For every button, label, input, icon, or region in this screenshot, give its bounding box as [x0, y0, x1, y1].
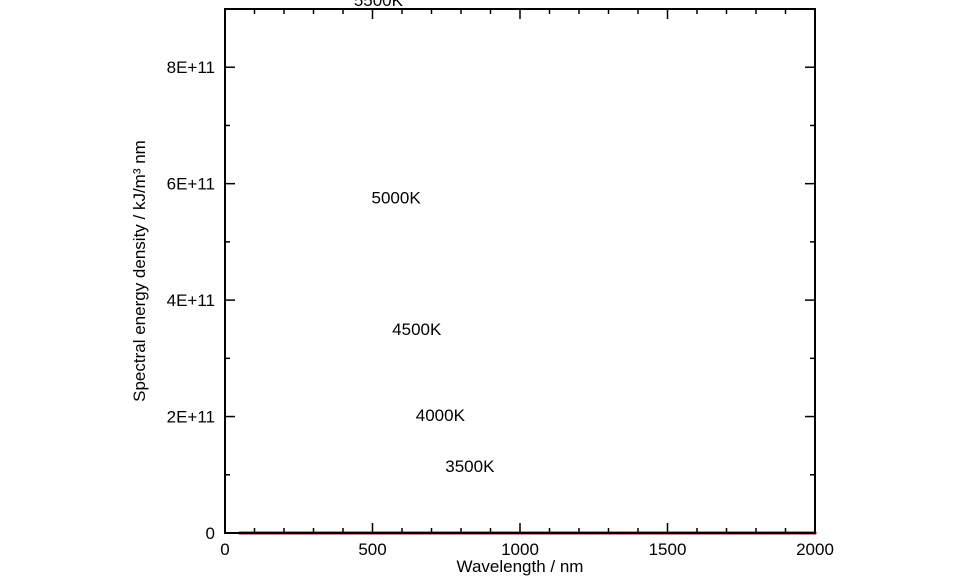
label-5000K: 5000K — [372, 188, 422, 207]
y-tick-label: 4E+11 — [167, 291, 215, 310]
y-tick-label: 6E+11 — [167, 175, 215, 194]
y-tick-label: 8E+11 — [167, 58, 215, 77]
x-tick-label: 1500 — [649, 540, 687, 559]
x-tick-label: 0 — [220, 540, 229, 559]
y-axis-label: Spectral energy density / kJ/m³ nm — [130, 140, 149, 402]
label-4500K: 4500K — [392, 320, 442, 339]
plot-border — [225, 9, 815, 533]
x-tick-label: 2000 — [796, 540, 834, 559]
axes: 050010001500200002E+114E+116E+118E+11Wav… — [130, 9, 834, 576]
x-tick-label: 500 — [358, 540, 386, 559]
label-4000K: 4000K — [416, 406, 466, 425]
x-axis-label: Wavelength / nm — [457, 557, 584, 576]
chart-container: 050010001500200002E+114E+116E+118E+11Wav… — [0, 0, 960, 578]
label-5500K: 5500K — [354, 0, 404, 10]
series-labels: 5500K 5000K 4500K 4000K 3500K — [354, 0, 495, 476]
y-tick-label: 0 — [206, 524, 215, 543]
blackbody-chart: 050010001500200002E+114E+116E+118E+11Wav… — [0, 0, 960, 578]
label-3500K: 3500K — [445, 457, 495, 476]
y-tick-label: 2E+11 — [167, 408, 215, 427]
